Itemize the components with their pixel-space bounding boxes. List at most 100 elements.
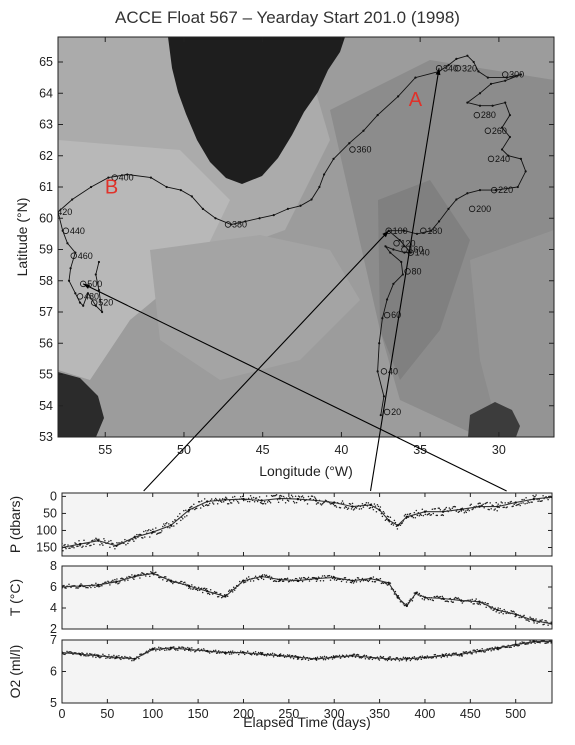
oxygen-sample-point: [530, 642, 532, 644]
map-x-axis-label: Longitude (°W): [259, 463, 353, 479]
oxygen-sample-point: [286, 654, 289, 656]
track-point: [437, 220, 441, 223]
pressure-sample-point: [383, 512, 386, 514]
temperature-sample-point: [416, 591, 419, 593]
pressure-sample-point: [534, 495, 536, 498]
pressure-sample-point: [142, 537, 144, 539]
oxygen-plot-area: [62, 640, 552, 662]
oxygen-sample-point: [420, 658, 423, 660]
temperature-sample-point: [213, 590, 216, 593]
oxygen-sample-point: [231, 650, 234, 652]
track-day-marker: [468, 205, 476, 213]
map-x-tick-label: 30: [492, 443, 506, 457]
oxygen-sample-point: [529, 640, 531, 642]
temperature-data-point: [296, 579, 300, 582]
temperature-sample-point: [497, 607, 499, 609]
track-day-marker: [401, 246, 408, 253]
oxygen-sample-point: [321, 656, 324, 658]
oxygen-sample-point: [494, 646, 496, 648]
temperature-sample-point: [63, 584, 65, 587]
map-y-axis-label: Latitude (°N): [14, 198, 30, 277]
track-point: [478, 104, 482, 107]
pressure-sample-point: [537, 500, 539, 502]
pressure-sample-point: [331, 502, 334, 505]
pressure-sample-point: [343, 507, 346, 509]
pressure-sample-point: [90, 544, 92, 547]
temperature-sample-point: [457, 597, 460, 599]
track-point: [504, 101, 507, 104]
temperature-sample-point: [126, 576, 128, 579]
oxygen-sample-point: [461, 655, 464, 657]
pressure-data-point: [387, 519, 390, 522]
temperature-trend-line: [62, 572, 552, 625]
pressure-sample-point: [319, 503, 322, 505]
temperature-panel-bg: [62, 566, 552, 629]
temperature-sample-point: [510, 610, 512, 612]
track-point: [78, 301, 82, 304]
pressure-sample-point: [252, 496, 255, 499]
pressure-sample-point: [494, 508, 496, 510]
track-point: [214, 217, 217, 220]
temperature-sample-point: [303, 576, 306, 579]
oxygen-sample-point: [292, 657, 295, 660]
oxygen-sample-point: [197, 648, 200, 650]
oxygen-sample-point: [476, 648, 478, 651]
pressure-sample-point: [442, 514, 445, 517]
temperature-sample-point: [529, 616, 531, 618]
oxygen-sample-point: [435, 657, 438, 659]
pressure-sample-point: [78, 539, 80, 542]
oxygen-sample-point: [458, 655, 461, 657]
track-point: [379, 414, 382, 417]
temperature-y-tick-label: 2: [50, 622, 57, 636]
track-point: [478, 189, 482, 192]
temperature-sample-point: [228, 589, 231, 591]
track-day-label: 320: [462, 63, 477, 73]
temperature-sample-point: [359, 580, 362, 583]
pressure-sample-point: [506, 506, 508, 508]
oxygen-data-point: [115, 656, 118, 659]
temperature-sample-point: [505, 612, 507, 615]
oxygen-sample-point: [402, 656, 405, 659]
map-y-tick-label: 62: [39, 149, 53, 163]
pressure-sample-point: [307, 495, 310, 498]
pressure-sample-point: [365, 501, 368, 504]
pressure-sample-point: [315, 503, 318, 505]
pressure-sample-point: [454, 506, 457, 508]
pressure-sample-point: [165, 523, 167, 525]
pressure-sample-point: [172, 520, 174, 523]
oxygen-sample-point: [177, 649, 179, 651]
pressure-y-tick-label: 100: [36, 523, 57, 537]
track-day-label: 60: [391, 310, 401, 320]
pressure-sample-point: [321, 502, 324, 505]
temperature-sample-point: [80, 583, 82, 585]
pressure-sample-point: [298, 496, 301, 498]
track-point: [415, 232, 419, 235]
track-day-label: 440: [70, 226, 85, 236]
oxygen-sample-point: [338, 654, 341, 657]
oxygen-sample-point: [377, 658, 380, 660]
temperature-sample-point: [201, 591, 204, 594]
pressure-sample-point: [173, 525, 175, 527]
pressure-sample-point: [292, 500, 295, 503]
pressure-sample-point: [495, 501, 497, 504]
track-point: [107, 176, 110, 179]
pressure-sample-point: [520, 502, 522, 504]
pressure-data-point: [333, 501, 336, 504]
oxygen-data-point: [296, 656, 300, 659]
track-point: [332, 157, 335, 160]
temperature-sample-point: [124, 579, 126, 582]
track-day-marker: [404, 268, 411, 275]
track-point: [272, 214, 275, 217]
pressure-sample-point: [507, 501, 509, 504]
track-day-label: 140: [415, 248, 430, 258]
pressure-sample-point: [413, 511, 416, 514]
pressure-data-point: [242, 497, 245, 501]
temperature-sample-point: [195, 588, 198, 591]
pressure-sample-point: [265, 495, 268, 497]
track-point: [378, 342, 381, 345]
oxygen-sample-point: [513, 645, 515, 647]
pressure-data-point: [441, 510, 445, 513]
temperature-sample-point: [547, 624, 549, 626]
pressure-sample-point: [457, 511, 460, 514]
pressure-sample-point: [195, 507, 198, 509]
